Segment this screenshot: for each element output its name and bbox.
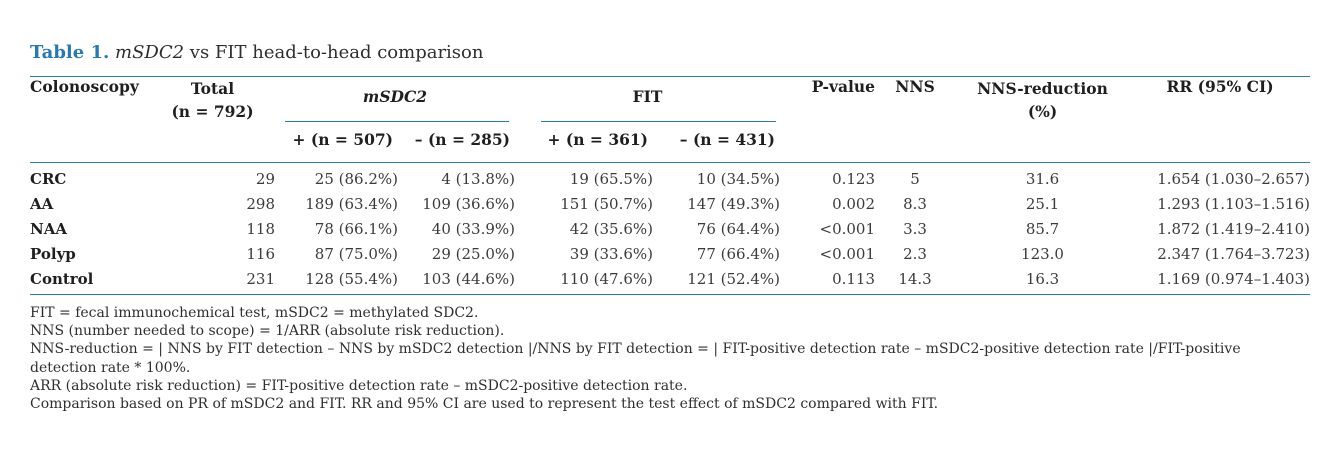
nns-reduction-cell: 31.6 xyxy=(1025,170,1060,188)
msdc2-negative-cell: 29 (25.0%) xyxy=(431,245,516,263)
group-header-fit-label: FIT xyxy=(632,87,663,106)
table-row: CRC 29 25 (86.2%) 4 (13.8%) 19 (65.5%) 1… xyxy=(30,163,1310,193)
column-header-nns-reduction: NNS-reduction (%) xyxy=(955,76,1131,163)
column-header-pvalue: P-value xyxy=(780,76,876,163)
column-header-total: Total (n = 792) xyxy=(150,76,275,163)
total-cell: 298 xyxy=(246,195,275,213)
nns-reduction-cell: 16.3 xyxy=(955,267,1131,295)
column-header-nns-reduction-line2: (%) xyxy=(1027,102,1058,121)
msdc2-positive-cell: 87 (75.0%) xyxy=(314,245,398,263)
group-header-msdc2-label: mSDC2 xyxy=(362,87,428,106)
msdc2-positive-cell: 128 (55.4%) xyxy=(275,267,398,295)
msdc2-negative-cell: 109 (36.6%) xyxy=(422,195,516,213)
msdc2-positive-cell: 78 (66.1%) xyxy=(314,220,398,238)
column-header-total-line1: Total xyxy=(190,79,235,98)
row-label: Polyp xyxy=(30,245,76,263)
rr-cell: 1.293 (1.103–1.516) xyxy=(1157,195,1311,213)
table-row: Control 231 128 (55.4%) 103 (44.6%) 110 … xyxy=(30,267,1311,295)
msdc2-positive-cell: 189 (63.4%) xyxy=(305,195,398,213)
group-rule-msdc2 xyxy=(285,121,510,122)
nns-cell: 8.3 xyxy=(903,195,927,213)
column-header-total-line2: (n = 792) xyxy=(171,102,254,121)
column-header-fit-positive: + (n = 361) xyxy=(515,122,654,163)
rr-cell: 1.169 (0.974–1.403) xyxy=(1130,267,1311,295)
column-header-msdc2-positive: + (n = 507) xyxy=(275,122,398,163)
rr-cell: 1.872 (1.419–2.410) xyxy=(1157,220,1311,238)
rr-cell: 1.654 (1.030–2.657) xyxy=(1157,170,1311,188)
msdc2-negative-cell: 4 (13.8%) xyxy=(441,170,516,188)
msdc2-negative-cell: 40 (33.9%) xyxy=(431,220,516,238)
header-row-2: + (n = 507) – (n = 285) + (n = 361) – (n… xyxy=(30,122,1310,163)
row-label: Control xyxy=(30,267,150,295)
table-title-gene: mSDC2 xyxy=(115,42,185,63)
total-cell: 118 xyxy=(246,220,275,238)
fit-positive-cell: 19 (65.5%) xyxy=(569,170,654,188)
total-cell: 116 xyxy=(246,245,275,263)
fit-negative-cell: 147 (49.3%) xyxy=(687,195,781,213)
column-header-nns: NNS xyxy=(875,76,956,163)
paper-page: Table 1. mSDC2 vs FIT head-to-head compa… xyxy=(30,42,1311,413)
footnote-abbreviations: FIT = fecal immunochemical test, mSDC2 =… xyxy=(30,305,479,321)
nns-reduction-cell: 123.0 xyxy=(1021,245,1064,263)
table-title-text: vs FIT head-to-head comparison xyxy=(184,42,484,63)
nns-reduction-cell: 85.7 xyxy=(1025,220,1060,238)
row-label: CRC xyxy=(30,170,67,188)
column-header-nns-reduction-line1: NNS-reduction xyxy=(977,79,1108,98)
column-header-msdc2-negative: – (n = 285) xyxy=(398,122,516,163)
pvalue-cell: <0.001 xyxy=(819,245,876,263)
pvalue-cell: 0.002 xyxy=(832,195,876,213)
table-title: Table 1. mSDC2 vs FIT head-to-head compa… xyxy=(30,42,1310,64)
fit-positive-cell: 110 (47.6%) xyxy=(515,267,654,295)
table-title-label: Table 1. xyxy=(30,42,110,63)
fit-negative-cell: 76 (64.4%) xyxy=(696,220,781,238)
fit-negative-cell: 77 (66.4%) xyxy=(696,245,781,263)
group-rule-fit xyxy=(541,121,777,122)
nns-cell: 3.3 xyxy=(903,220,927,238)
fit-negative-cell: 10 (34.5%) xyxy=(696,170,781,188)
row-label: NAA xyxy=(30,220,67,238)
table-row: AA 298 189 (63.4%) 109 (36.6%) 151 (50.7… xyxy=(30,192,1310,217)
msdc2-positive-cell: 25 (86.2%) xyxy=(314,170,398,188)
pvalue-cell: 0.123 xyxy=(832,170,876,188)
fit-positive-cell: 39 (33.6%) xyxy=(569,245,654,263)
column-header-colonoscopy: Colonoscopy xyxy=(30,76,150,163)
msdc2-negative-cell: 103 (44.6%) xyxy=(398,267,516,295)
total-cell: 29 xyxy=(255,170,275,188)
fit-positive-cell: 42 (35.6%) xyxy=(569,220,654,238)
fit-negative-cell: 121 (52.4%) xyxy=(653,267,781,295)
rr-cell: 2.347 (1.764–3.723) xyxy=(1157,245,1311,263)
nns-cell: 5 xyxy=(910,170,920,188)
nns-cell: 14.3 xyxy=(875,267,956,295)
nns-cell: 2.3 xyxy=(903,245,927,263)
fit-positive-cell: 151 (50.7%) xyxy=(560,195,654,213)
column-header-fit-negative: – (n = 431) xyxy=(653,122,781,163)
footnote-comparison-method: Comparison based on PR of mSDC2 and FIT.… xyxy=(30,396,939,413)
header-row-1: Colonoscopy Total (n = 792) mSDC2 FIT P-… xyxy=(30,76,1311,163)
table-row: Polyp 116 87 (75.0%) 29 (25.0%) 39 (33.6… xyxy=(30,242,1310,267)
pvalue-cell: <0.001 xyxy=(819,220,876,238)
footnote-arr-definition: ARR (absolute risk reduction) = FIT-posi… xyxy=(30,377,688,394)
nns-reduction-cell: 25.1 xyxy=(1025,195,1060,213)
column-header-rr: RR (95% CI) xyxy=(1130,76,1311,163)
table-row: NAA 118 78 (66.1%) 40 (33.9%) 42 (35.6%)… xyxy=(30,217,1310,242)
group-header-fit: FIT xyxy=(515,77,780,122)
comparison-table: Colonoscopy Total (n = 792) mSDC2 FIT P-… xyxy=(30,76,1311,295)
total-cell: 231 xyxy=(150,267,275,295)
table-footnotes: FIT = fecal immunochemical test, mSDC2 =… xyxy=(30,304,1302,413)
footnote-nns-reduction-definition: NNS-reduction = | NNS by FIT detection –… xyxy=(30,341,1241,376)
footnote-nns-definition: NNS (number needed to scope) = 1/ARR (ab… xyxy=(30,323,505,340)
pvalue-cell: 0.113 xyxy=(780,267,876,295)
group-header-msdc2: mSDC2 xyxy=(275,77,515,122)
row-label: AA xyxy=(30,195,54,213)
